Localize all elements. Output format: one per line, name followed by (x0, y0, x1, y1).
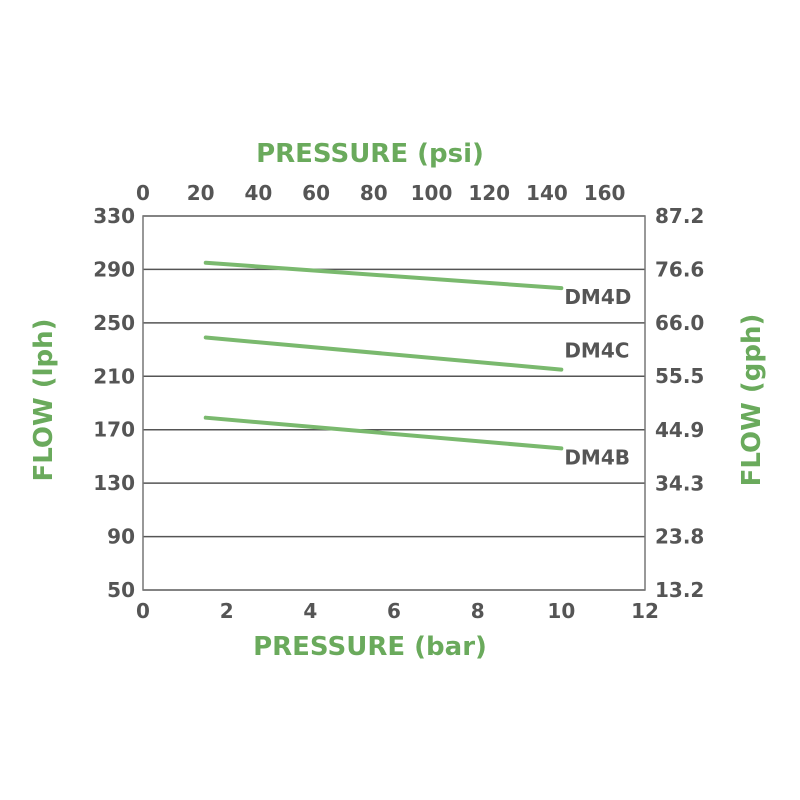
y-right-tick: 76.6 (655, 258, 704, 282)
y-left-tick: 330 (93, 204, 135, 228)
series-label-dm4c: DM4C (564, 339, 629, 363)
x-top-tick: 20 (187, 181, 215, 205)
series-line-dm4b (203, 415, 564, 451)
x-top-tick: 80 (360, 181, 388, 205)
x-top-tick: 0 (136, 181, 150, 205)
y-left-tick: 170 (93, 418, 135, 442)
series-label-dm4b: DM4B (564, 445, 630, 469)
x-bottom-tick: 0 (136, 599, 150, 623)
y-right-tick: 23.8 (655, 524, 704, 548)
series-line-dm4d (203, 260, 564, 291)
x-bottom-tick: 2 (220, 599, 234, 623)
right-axis-title: FLOW (gph) (737, 314, 767, 487)
y-right-tick: 44.9 (655, 418, 704, 442)
series-lines: DM4D DM4C DM4B (203, 260, 631, 469)
tick-labels: 330290250210170130905087.276.666.055.544… (93, 181, 704, 623)
series-line-dm4c (203, 335, 564, 372)
x-bottom-tick: 10 (547, 599, 575, 623)
y-left-tick: 130 (93, 471, 135, 495)
y-left-tick: 290 (93, 257, 135, 281)
y-right-tick: 55.5 (655, 364, 704, 388)
y-right-tick: 87.2 (655, 204, 704, 228)
plot-frame (142, 215, 646, 591)
y-right-tick: 13.2 (655, 578, 704, 602)
top-axis-title: PRESSURE (psi) (256, 139, 484, 169)
y-right-tick: 66.0 (655, 311, 704, 335)
y-left-tick: 210 (93, 364, 135, 388)
x-bottom-tick: 6 (387, 599, 401, 623)
y-right-tick: 34.3 (655, 471, 704, 495)
y-left-tick: 250 (93, 311, 135, 335)
x-top-tick: 100 (411, 181, 453, 205)
x-top-tick: 120 (468, 181, 510, 205)
x-top-tick: 60 (302, 181, 330, 205)
y-left-tick: 90 (107, 525, 135, 549)
x-bottom-tick: 8 (471, 599, 485, 623)
grid-lines (143, 215, 645, 591)
y-left-tick: 50 (107, 578, 135, 602)
left-axis-title: FLOW (lph) (29, 318, 59, 481)
series-label-dm4d: DM4D (564, 285, 631, 309)
x-bottom-tick: 4 (303, 599, 317, 623)
x-top-tick: 140 (526, 181, 568, 205)
x-bottom-tick: 12 (631, 599, 659, 623)
x-top-tick: 160 (584, 181, 626, 205)
x-top-tick: 40 (244, 181, 272, 205)
bottom-axis-title: PRESSURE (bar) (253, 632, 487, 662)
